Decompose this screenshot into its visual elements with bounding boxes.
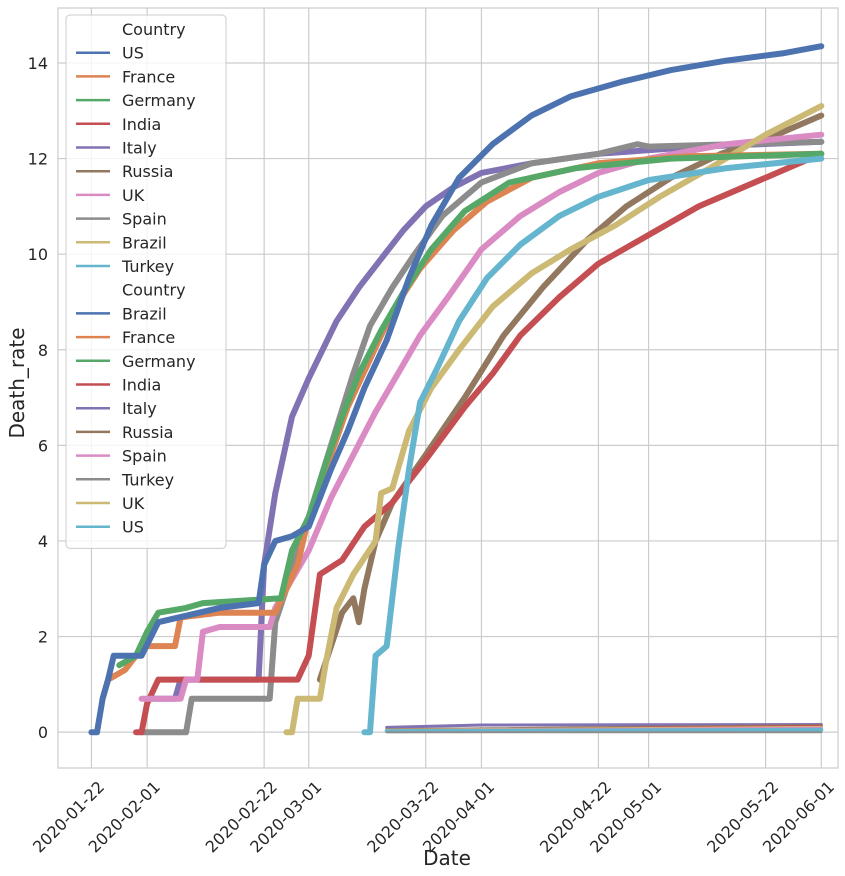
legend-label: Russia [122,162,173,181]
legend-label: India [122,115,161,134]
legend-label: Spain [122,210,167,229]
legend-label: UK [122,186,145,205]
legend-label: Germany [122,352,196,371]
legend-label: Italy [122,139,157,158]
series-line-us [88,43,825,736]
legend-label: Turkey [121,470,174,489]
y-tick-label: 0 [38,723,48,742]
plot-frame [57,7,839,769]
y-tick-label: 2 [38,628,48,647]
legend-label: France [122,67,175,86]
y-tick-label: 8 [38,341,48,360]
legend-label: Germany [122,91,196,110]
legend-label: Russia [122,423,173,442]
series-line-turkey [361,155,825,736]
legend-label: France [122,328,175,347]
legend-title: Country [122,281,186,300]
legend-label: Brazil [122,304,167,323]
legend-label: Turkey [121,257,174,276]
legend-label: Spain [122,447,167,466]
y-tick-label: 14 [28,54,48,73]
y-axis-title: Death_rate [5,327,29,438]
legend-label: US [122,44,144,63]
y-tick-label: 6 [38,436,48,455]
x-axis-title: Date [423,846,471,870]
y-tick-label: 12 [28,150,48,169]
series-lines [88,43,825,736]
legend-label: India [122,376,161,395]
series-line-brazil [283,103,825,736]
y-tick-labels: 0 2 4 6 8 10 12 14 [28,54,48,742]
y-tick-label: 10 [28,245,48,264]
series-line-russia [316,112,825,683]
legend: Country US France Germany India Italy Russia UK… [65,14,227,549]
y-tick-label: 4 [38,532,48,551]
series-line-uk [138,131,825,702]
legend-label: UK [122,494,145,513]
legend-label: US [122,518,144,537]
legend-title: Country [122,20,186,39]
series-line-italy [385,723,823,729]
legend-label: Brazil [122,233,167,252]
series-line-us [384,727,824,734]
series-line-germany [116,150,825,669]
legend-label: Italy [122,399,157,418]
series-line-spain [138,138,825,736]
